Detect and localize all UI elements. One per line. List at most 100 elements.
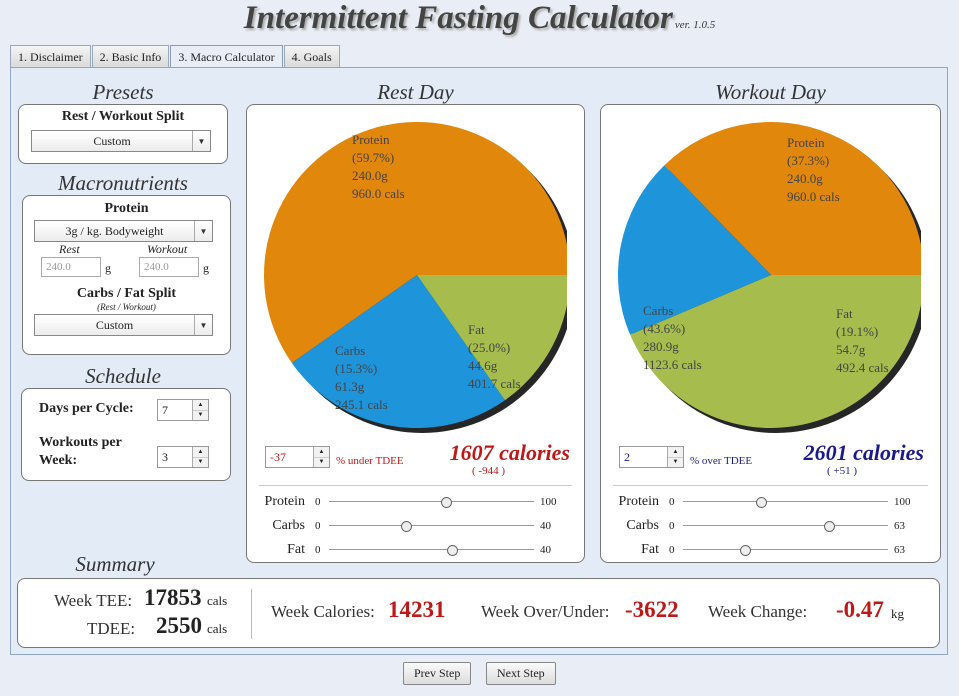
summary-title: Summary <box>75 552 155 576</box>
protein-rest-input[interactable] <box>41 257 101 277</box>
workouts-label: Workouts per Week: <box>39 435 122 468</box>
pie-label-protein: 960.0 cals <box>787 189 840 204</box>
week-change-unit: kg <box>891 606 904 621</box>
carb-fat-split-sub: (Rest / Workout) <box>97 302 156 312</box>
up-arrow-icon[interactable]: ▲ <box>193 400 208 410</box>
up-arrow-icon[interactable]: ▲ <box>314 447 329 457</box>
week-calories-label: Week Calories: <box>271 602 375 621</box>
up-arrow-icon[interactable]: ▲ <box>193 447 208 457</box>
slider-track[interactable] <box>329 521 534 532</box>
pie-slice-fat <box>618 165 771 335</box>
workouts-value: 3 <box>162 450 168 464</box>
pie-label-fat: Fat <box>468 322 485 337</box>
presets-title: Presets <box>92 80 154 104</box>
protein-select[interactable]: 3g / kg. Bodyweight ▼ <box>34 220 213 242</box>
down-arrow-icon[interactable]: ▼ <box>314 456 329 467</box>
slider-track[interactable] <box>683 497 888 508</box>
slider-handle[interactable] <box>739 545 751 556</box>
week-over-value: -3622 <box>625 597 679 622</box>
workout-calories: 2601 calories <box>803 440 924 465</box>
rest-calorie-diff: ( -944 ) <box>472 465 505 477</box>
split-select[interactable]: Custom ▼ <box>31 130 211 152</box>
rest-day-box: Protein (59.7%) 240.0g 960.0 cals Fat (25.0%)… <box>246 104 585 563</box>
pie-label-carbs: (43.6%) <box>643 321 685 336</box>
slider-label: Carbs <box>272 518 305 533</box>
tdee-value: 2550 <box>156 613 202 638</box>
schedule-title: Schedule <box>85 364 161 388</box>
week-tee-unit: cals <box>207 593 228 608</box>
slider-protein: Protein 0 100 <box>594 490 911 514</box>
slider-line <box>329 549 534 550</box>
tdee-unit: cals <box>207 621 228 636</box>
week-calories-value: 14231 <box>388 597 446 622</box>
chevron-down-icon: ▼ <box>192 131 210 151</box>
pie-label-carbs: 1123.6 cals <box>643 357 702 372</box>
pie-slice-carbs <box>417 275 567 401</box>
workout-label: Workout <box>147 242 188 256</box>
pie-label-protein: (59.7%) <box>352 150 394 165</box>
next-step-button[interactable]: Next Step <box>486 662 556 685</box>
week-tee-label: Week TEE: <box>54 591 133 610</box>
slider-track[interactable] <box>683 521 888 532</box>
protein-select-value: 3g / kg. Bodyweight <box>65 223 164 238</box>
rest-day-pie-chart: Protein (59.7%) 240.0g 960.0 cals Fat (25.0%)… <box>264 122 567 433</box>
days-label: Days per Cycle: <box>39 401 134 416</box>
slider-handle[interactable] <box>824 521 836 532</box>
slider-handle[interactable] <box>447 545 458 556</box>
pie-label-fat: 54.7g <box>836 342 866 357</box>
workout-tdee-text: % over TDEE <box>690 455 753 467</box>
slider-label: Fat <box>287 542 305 557</box>
slider-line <box>683 549 888 550</box>
chevron-down-icon: ▼ <box>194 315 212 335</box>
rest-sliders: Protein 0 100 Carbs 0 40 Fat 0 40 <box>240 490 557 562</box>
slider-min: 0 <box>315 520 321 532</box>
carb-fat-split-value: Custom <box>95 317 134 332</box>
pie-label-protein: 960.0 cals <box>352 186 405 201</box>
chevron-down-icon: ▼ <box>194 221 212 241</box>
slider-handle[interactable] <box>755 497 767 508</box>
days-stepper[interactable]: 7 ▲ ▼ <box>157 399 209 421</box>
workouts-stepper[interactable]: 3 ▲ ▼ <box>157 446 209 468</box>
slider-handle[interactable] <box>400 521 412 532</box>
workout-tdee-value: 2 <box>624 450 630 464</box>
slider-track[interactable] <box>329 497 534 508</box>
workout-day-pie-chart: Protein (37.3%) 240.0g 960.0 cals Fat (19.1%)… <box>618 122 921 433</box>
down-arrow-icon[interactable]: ▼ <box>193 409 208 420</box>
macros-box: Protein 3g / kg. Bodyweight ▼ Rest Worko… <box>22 195 231 355</box>
slider-label: Fat <box>641 542 659 557</box>
tab-bar: 1. Disclaimer 2. Basic Info 3. Macro Cal… <box>10 45 341 69</box>
down-arrow-icon[interactable]: ▼ <box>668 456 683 467</box>
macros-title: Macronutrients <box>58 171 188 195</box>
protein-workout-input[interactable] <box>139 257 199 277</box>
tab-basic-info[interactable]: 2. Basic Info <box>91 45 170 68</box>
pie-label-carbs: 61.3g <box>335 379 365 394</box>
tab-disclaimer[interactable]: 1. Disclaimer <box>10 45 91 68</box>
up-arrow-icon[interactable]: ▲ <box>668 447 683 457</box>
pie-label-fat: 492.4 cals <box>836 360 889 375</box>
slider-label: Protein <box>618 494 659 509</box>
slider-max: 63 <box>894 544 905 556</box>
slider-track[interactable] <box>683 545 888 556</box>
slider-handle[interactable] <box>440 497 452 508</box>
carb-fat-split-label: Carbs / Fat Split <box>76 286 177 301</box>
schedule-box: Days per Cycle: 7 ▲ ▼ Workouts per Week: … <box>21 388 231 481</box>
tab-goals[interactable]: 4. Goals <box>283 45 340 68</box>
rest-calories: 1607 calories <box>449 440 570 465</box>
days-value: 7 <box>162 403 168 417</box>
slider-line <box>329 525 534 526</box>
tab-macro-calculator[interactable]: 3. Macro Calculator <box>170 45 283 69</box>
presets-box: Rest / Workout Split Custom ▼ <box>18 104 228 164</box>
rest-tdee-text: % under TDEE <box>336 455 404 467</box>
rest-tdee-stepper[interactable]: -37 ▲ ▼ <box>265 446 330 468</box>
down-arrow-icon[interactable]: ▼ <box>193 456 208 467</box>
slider-max: 100 <box>894 496 911 508</box>
pie-label-carbs: Carbs <box>643 303 673 318</box>
carb-fat-split-select[interactable]: Custom ▼ <box>34 314 213 336</box>
workout-tdee-stepper[interactable]: 2 ▲ ▼ <box>619 446 684 468</box>
prev-step-button[interactable]: Prev Step <box>403 662 472 685</box>
week-change-value: -0.47 <box>836 597 884 622</box>
slider-line <box>683 501 888 502</box>
pie-label-protein: 240.0g <box>787 171 823 186</box>
slider-fat: Fat 0 63 <box>594 538 911 562</box>
slider-track[interactable] <box>329 545 534 556</box>
